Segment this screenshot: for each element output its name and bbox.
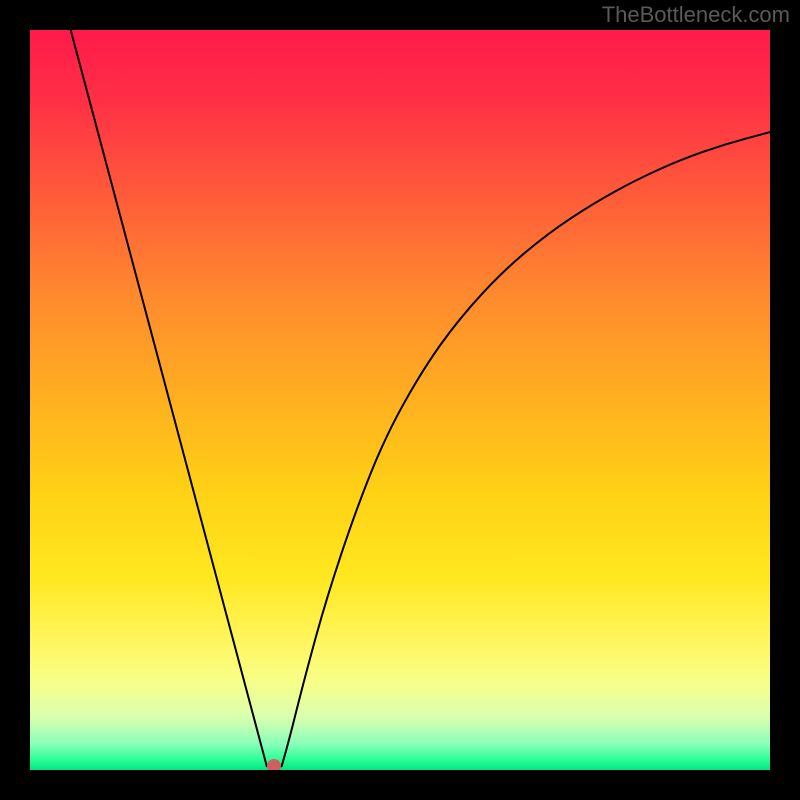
watermark-text: TheBottleneck.com [602,2,790,28]
plot-area [30,30,770,770]
bottleneck-curve [30,30,770,770]
curve-path [71,30,770,766]
dip-marker [267,759,281,770]
